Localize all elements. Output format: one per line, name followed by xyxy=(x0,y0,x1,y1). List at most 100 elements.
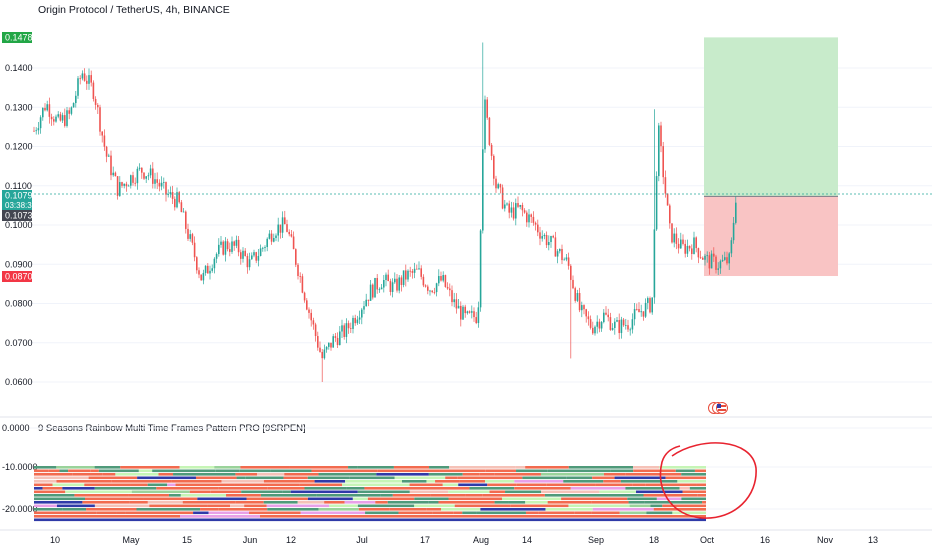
candle-body xyxy=(499,184,502,188)
candle-body xyxy=(389,281,392,292)
rainbow-segment xyxy=(672,511,706,515)
candle-body xyxy=(554,237,557,257)
candle-body xyxy=(609,317,612,330)
candle-body xyxy=(398,277,400,291)
take-profit-badge: 0.1478 xyxy=(2,32,33,43)
rainbow-segment xyxy=(96,511,117,515)
candle-body xyxy=(444,275,447,287)
candle-body xyxy=(83,73,86,81)
rainbow-segment xyxy=(465,494,483,497)
candle-body xyxy=(605,312,607,315)
x-tick-label: 13 xyxy=(868,535,878,545)
rainbow-segment xyxy=(189,490,211,494)
candle-body xyxy=(75,95,77,104)
rainbow-segment xyxy=(210,490,242,494)
rainbow-segment xyxy=(34,473,56,476)
x-tick-label: Jul xyxy=(356,535,368,545)
candle-body xyxy=(189,234,191,239)
candle-body xyxy=(222,241,224,255)
candle-body xyxy=(402,270,405,285)
current-price-badge: 0.1079 03:38:35 xyxy=(2,190,37,211)
rainbow-segment xyxy=(469,487,515,490)
candle-body xyxy=(561,248,563,261)
rainbow-segment xyxy=(522,476,567,480)
rainbow-segment xyxy=(82,501,130,504)
candle-body xyxy=(622,319,625,326)
rainbow-segment xyxy=(129,501,148,504)
candle-body xyxy=(330,342,332,348)
candle-body xyxy=(176,192,178,208)
x-tick-label: 17 xyxy=(420,535,430,545)
rainbow-segment xyxy=(591,501,629,504)
rainbow-segment xyxy=(176,504,208,508)
candle-body xyxy=(61,115,64,121)
candle-body xyxy=(565,257,568,260)
candle-body xyxy=(350,328,352,330)
candle-body xyxy=(127,185,130,187)
x-tick-label: 14 xyxy=(522,535,532,545)
rainbow-segment xyxy=(432,511,454,515)
rainbow-segment xyxy=(494,473,541,476)
profit-zone[interactable] xyxy=(704,37,838,197)
us-flag-icon[interactable] xyxy=(708,402,728,414)
candle-body xyxy=(449,288,451,291)
rainbow-segment xyxy=(476,511,526,515)
candle-body xyxy=(504,204,506,209)
candle-body xyxy=(369,284,372,301)
candle-body xyxy=(484,99,486,150)
rainbow-segment xyxy=(34,494,75,497)
candle-body xyxy=(352,317,354,329)
rainbow-segment xyxy=(505,490,542,494)
y-tick-label: 0.1200 xyxy=(5,142,33,152)
rainbow-segment xyxy=(435,480,460,483)
stop-loss-badge: 0.0870 xyxy=(2,271,33,282)
y-tick-label: 0.1100 xyxy=(5,181,32,191)
rainbow-segment xyxy=(208,511,250,515)
rainbow-row xyxy=(34,497,706,501)
candle-body xyxy=(548,242,550,246)
rainbow-segment xyxy=(314,480,346,483)
candle-body xyxy=(477,307,480,324)
x-tick-label: 18 xyxy=(649,535,659,545)
candle-body xyxy=(473,311,475,318)
rainbow-segment xyxy=(226,494,261,497)
candle-body xyxy=(251,255,253,260)
rainbow-segment xyxy=(98,469,139,473)
candle-body xyxy=(409,270,411,272)
rainbow-segment xyxy=(88,476,138,480)
rainbow-segment xyxy=(175,483,235,487)
rainbow-segment xyxy=(349,476,395,480)
rainbow-segment xyxy=(628,501,645,504)
rainbow-segment xyxy=(625,473,682,476)
x-tick-label: Sep xyxy=(588,535,604,545)
candle-body xyxy=(343,325,345,337)
rainbow-row xyxy=(34,518,706,522)
candle-body xyxy=(424,285,427,287)
rainbow-segment xyxy=(462,511,477,515)
loss-zone[interactable] xyxy=(704,196,838,277)
red-circle-annotation[interactable] xyxy=(659,442,757,519)
y-tick-label: 0.0700 xyxy=(5,338,33,348)
candle-body xyxy=(396,278,398,291)
candle-body xyxy=(33,130,35,132)
rainbow-segment xyxy=(547,469,611,473)
take-profit-value: 0.1478 xyxy=(5,33,33,43)
rainbow-segment xyxy=(441,508,481,511)
rainbow-segment xyxy=(568,504,630,508)
candle-body xyxy=(297,264,299,277)
rainbow-segment xyxy=(485,480,515,483)
long-position-tool[interactable] xyxy=(704,37,838,277)
rainbow-segment xyxy=(239,469,271,473)
candle-body xyxy=(97,104,99,108)
rainbow-segment xyxy=(633,469,676,473)
rainbow-segment xyxy=(426,508,442,511)
rainbow-segment xyxy=(215,469,240,473)
rainbow-segment xyxy=(267,487,305,490)
candle-body xyxy=(70,107,73,114)
candle-body xyxy=(132,175,134,183)
candle-body xyxy=(677,243,680,249)
candle-body xyxy=(407,270,409,280)
candle-body xyxy=(510,207,513,213)
candle-body xyxy=(224,241,227,255)
candle-body xyxy=(578,293,581,311)
